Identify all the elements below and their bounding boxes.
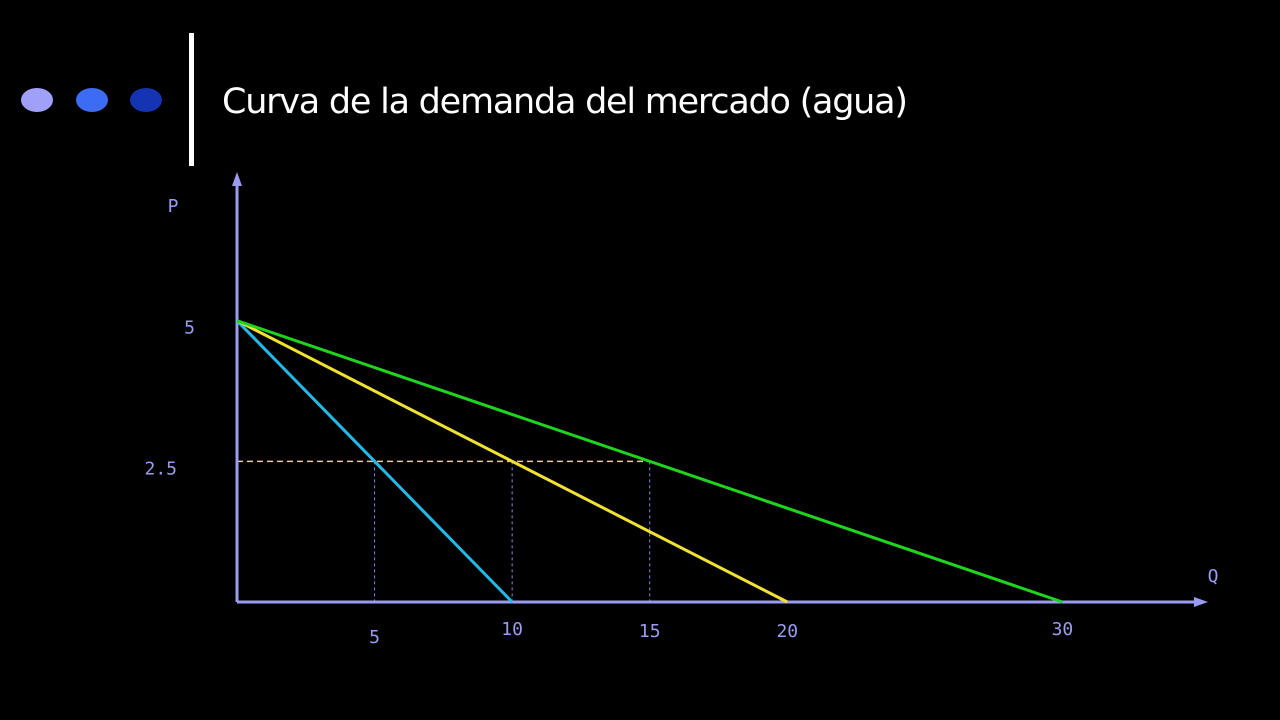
- demand-line: [235, 319, 514, 604]
- demand-line: [236, 319, 788, 604]
- x-axis-arrow: [1194, 597, 1208, 607]
- title-divider: [189, 33, 194, 166]
- y-tick-label: 5: [184, 318, 195, 339]
- y-axis-arrow: [232, 172, 242, 186]
- bullet-dot: [21, 88, 53, 112]
- y-tick-label: 2.5: [144, 458, 177, 479]
- bullet-dot: [130, 88, 162, 112]
- x-tick-label: 15: [639, 621, 661, 642]
- x-axis-label: Q: [1208, 566, 1219, 587]
- chart-title: Curva de la demanda del mercado (agua): [222, 82, 908, 122]
- demand-line: [236, 319, 1063, 604]
- x-tick-label: 5: [369, 627, 380, 648]
- bullet-dot: [76, 88, 108, 112]
- x-tick-label: 20: [776, 621, 798, 642]
- x-tick-label: 10: [501, 619, 523, 640]
- y-axis-label: P: [168, 196, 179, 217]
- x-tick-label: 30: [1052, 619, 1074, 640]
